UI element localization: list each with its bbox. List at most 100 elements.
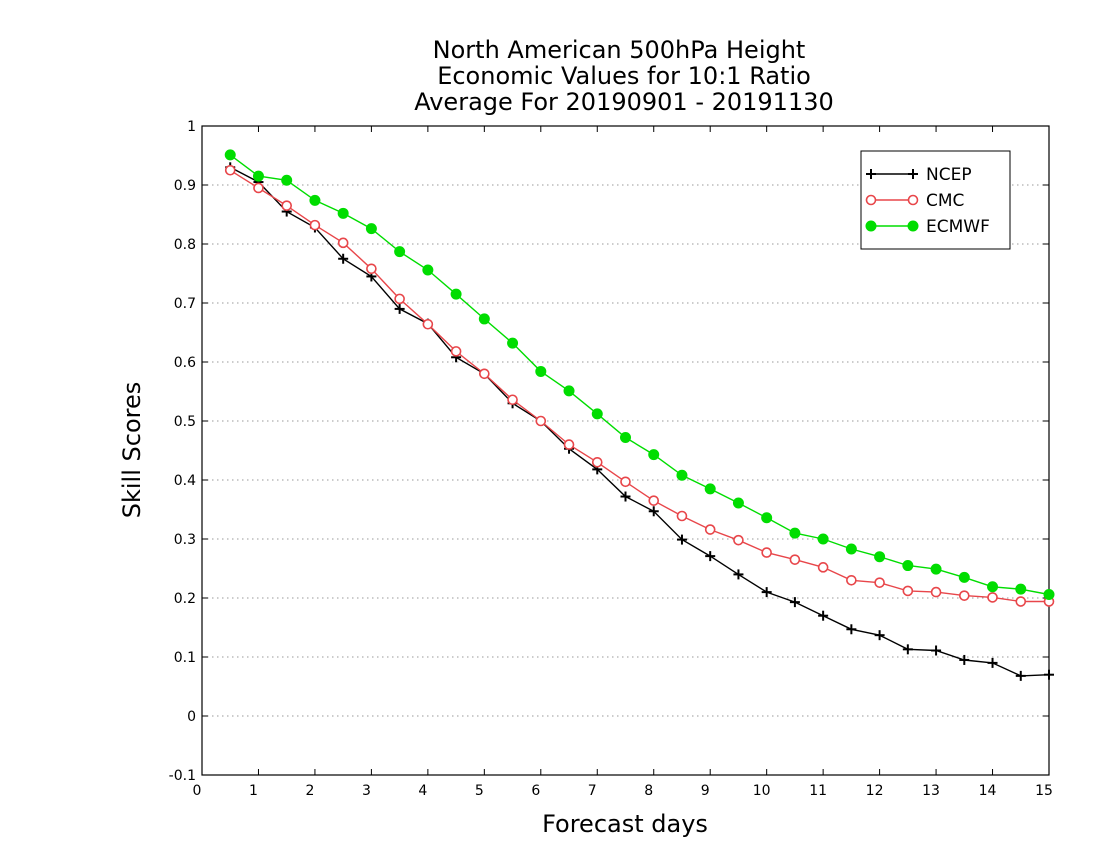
data-point-cmc bbox=[704, 524, 716, 535]
y-tick-label: 0.5 bbox=[174, 414, 196, 430]
y-tick-label: 1 bbox=[187, 119, 196, 135]
data-point-ecmwf bbox=[224, 149, 236, 161]
y-tick-label: -0.1 bbox=[169, 768, 196, 784]
data-point-cmc bbox=[874, 577, 885, 588]
x-tick-label: 11 bbox=[809, 783, 827, 799]
legend-marker bbox=[908, 169, 918, 179]
x-tick-label: 1 bbox=[249, 783, 258, 799]
data-point-ecmwf bbox=[761, 512, 773, 524]
data-point-cmc bbox=[789, 554, 801, 565]
data-point-ncep bbox=[705, 551, 716, 562]
chart-title-line-3: Average For 20190901 - 20191130 bbox=[414, 88, 834, 116]
gridlines bbox=[202, 184, 1049, 717]
data-point-ncep bbox=[620, 491, 631, 502]
data-point-ecmwf bbox=[845, 543, 857, 555]
data-point-cmc bbox=[902, 585, 914, 597]
chart-title-line-1: North American 500hPa Height bbox=[433, 36, 806, 64]
data-point-cmc bbox=[930, 586, 942, 598]
x-tick-label: 4 bbox=[418, 783, 427, 799]
data-point-cmc bbox=[281, 200, 293, 211]
data-point-ecmwf bbox=[365, 223, 377, 235]
y-axis-ticks: -0.1 0 0.1 0.2 0.3 0.4 0.5 0.6 0.7 0.8 0.9 1 bbox=[169, 119, 1049, 784]
data-point-ecmwf bbox=[817, 533, 829, 545]
series-layer bbox=[224, 149, 1055, 681]
legend-marker bbox=[907, 194, 919, 206]
data-point-ncep bbox=[874, 630, 885, 641]
data-point-ecmwf bbox=[563, 385, 575, 397]
data-point-cmc bbox=[817, 562, 829, 573]
data-point-cmc bbox=[987, 592, 998, 603]
x-tick-label: 15 bbox=[1035, 783, 1053, 799]
data-point-cmc bbox=[958, 590, 970, 601]
chart-title: North American 500hPa Height Economic Va… bbox=[414, 36, 834, 116]
data-point-ecmwf bbox=[704, 483, 716, 495]
y-tick-label: 0.3 bbox=[174, 532, 196, 548]
data-point-ecmwf bbox=[987, 581, 999, 593]
data-point-ncep bbox=[338, 253, 349, 264]
x-tick-label: 6 bbox=[531, 783, 540, 799]
data-point-ecmwf bbox=[252, 170, 264, 182]
x-tick-label: 7 bbox=[588, 783, 597, 799]
y-tick-label: 0.8 bbox=[174, 237, 196, 253]
data-point-ncep bbox=[648, 506, 659, 517]
data-point-cmc bbox=[563, 439, 575, 450]
data-point-ecmwf bbox=[648, 449, 660, 461]
data-point-ecmwf bbox=[789, 527, 801, 539]
data-point-ncep bbox=[733, 569, 744, 580]
data-point-ncep bbox=[676, 534, 687, 545]
chart-title-line-2: Economic Values for 10:1 Ratio bbox=[437, 62, 811, 90]
legend: NCEP CMC ECMWF bbox=[860, 150, 1011, 250]
data-point-cmc bbox=[253, 182, 264, 194]
y-axis-label: Skill Scores bbox=[118, 382, 146, 519]
y-tick-label: 0.1 bbox=[174, 650, 196, 666]
y-tick-label: 0.6 bbox=[174, 355, 196, 371]
x-tick-label: 5 bbox=[475, 783, 484, 799]
data-point-ncep bbox=[987, 657, 998, 668]
data-point-cmc bbox=[648, 495, 660, 506]
data-point-ecmwf bbox=[676, 469, 688, 481]
data-point-ncep bbox=[959, 654, 970, 665]
data-point-cmc bbox=[394, 293, 405, 305]
data-point-cmc bbox=[479, 368, 490, 380]
data-point-cmc bbox=[1015, 596, 1027, 607]
x-tick-label: 8 bbox=[644, 783, 653, 799]
data-point-ecmwf bbox=[591, 408, 603, 420]
data-point-ecmwf bbox=[450, 288, 462, 300]
x-tick-label: 2 bbox=[305, 783, 314, 799]
data-point-ecmwf bbox=[337, 207, 349, 219]
x-tick-label: 12 bbox=[866, 783, 884, 799]
y-tick-label: 0 bbox=[187, 709, 196, 725]
x-axis-label: Forecast days bbox=[542, 810, 708, 838]
data-point-cmc bbox=[761, 547, 772, 558]
data-point-ecmwf bbox=[1015, 583, 1027, 595]
data-point-ecmwf bbox=[874, 551, 886, 563]
data-point-ncep bbox=[846, 624, 857, 635]
data-point-cmc bbox=[733, 534, 744, 546]
data-point-ecmwf bbox=[1043, 588, 1055, 600]
legend-marker bbox=[865, 220, 877, 232]
data-point-ecmwf bbox=[478, 313, 490, 325]
x-tick-label: 10 bbox=[753, 783, 771, 799]
x-tick-label: 14 bbox=[979, 783, 997, 799]
series-cmc bbox=[224, 164, 1055, 607]
data-point-ncep bbox=[394, 303, 405, 314]
data-point-cmc bbox=[620, 476, 631, 488]
y-tick-label: 0.7 bbox=[174, 296, 196, 312]
series-ecmwf bbox=[224, 149, 1055, 600]
data-point-cmc bbox=[224, 164, 236, 176]
data-point-ncep bbox=[818, 610, 829, 621]
data-point-ncep bbox=[1015, 670, 1026, 681]
data-point-ncep bbox=[761, 587, 772, 598]
legend-label: CMC bbox=[926, 191, 964, 211]
y-tick-label: 0.9 bbox=[174, 178, 196, 194]
data-point-ecmwf bbox=[902, 560, 914, 572]
data-point-cmc bbox=[422, 318, 434, 330]
data-point-ncep bbox=[789, 597, 800, 608]
legend-marker bbox=[907, 220, 919, 232]
data-point-ecmwf bbox=[620, 432, 631, 444]
data-point-cmc bbox=[535, 415, 547, 427]
data-point-ecmwf bbox=[930, 563, 942, 575]
data-point-ncep bbox=[931, 645, 942, 656]
